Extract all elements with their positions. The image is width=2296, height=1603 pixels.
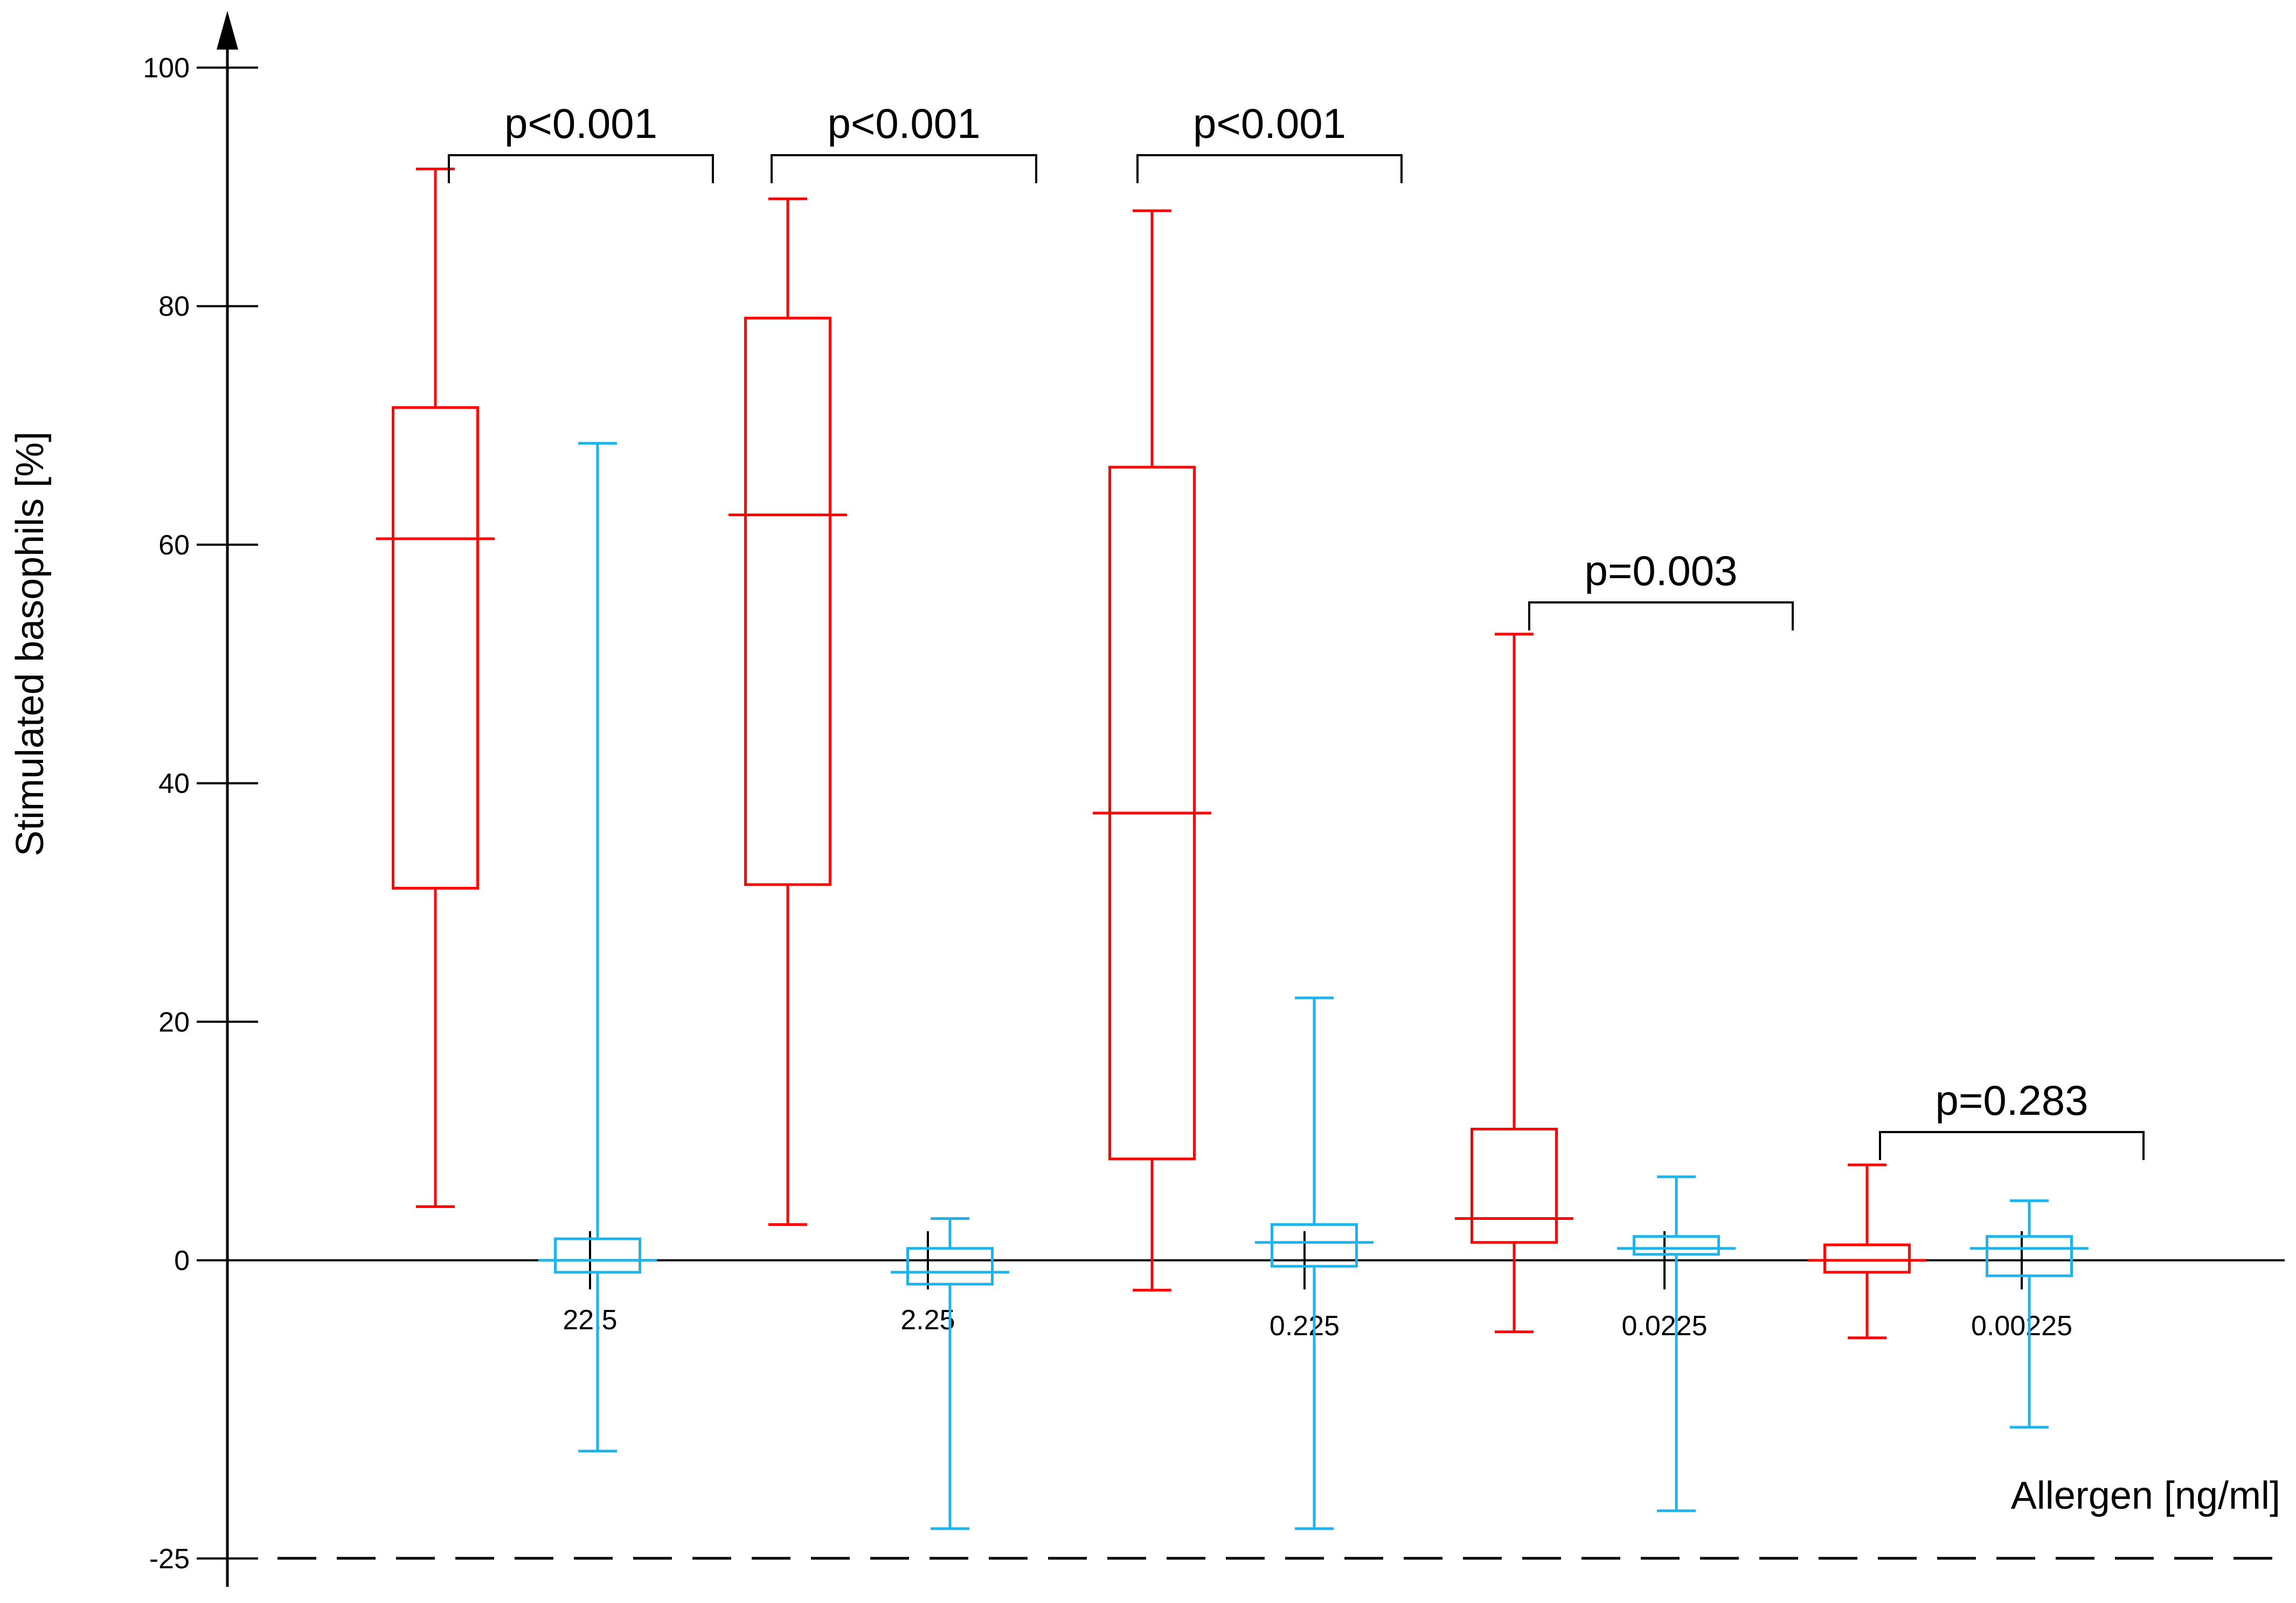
box-iqr [906, 1247, 994, 1286]
p-value-label: p=0.003 [1584, 547, 1737, 594]
box-2-1 [538, 442, 657, 1453]
y-tick-label: 20 [158, 1007, 190, 1038]
box-iqr [1470, 1128, 1558, 1244]
box-1-5 [1808, 1163, 1926, 1340]
significance-bracket [771, 154, 1037, 183]
box-1-3 [1093, 209, 1211, 1292]
significance-bracket [1136, 154, 1403, 183]
y-tick-label: 80 [158, 291, 190, 322]
p-value-label: p<0.001 [827, 100, 980, 147]
category-label: 2.25 [900, 1304, 955, 1336]
box-2-3 [1255, 996, 1374, 1530]
y-tick-label: 0 [174, 1245, 190, 1276]
p-value-label: p<0.001 [1193, 100, 1346, 147]
y-tick-label: 60 [158, 530, 190, 561]
box-2-4 [1617, 1175, 1736, 1512]
category-label: 0.00225 [1971, 1310, 2072, 1342]
p-value-label: p<0.001 [504, 100, 657, 147]
category-label: 0.0225 [1621, 1310, 1707, 1342]
box-iqr [1823, 1243, 1911, 1274]
p-value-label: p=0.283 [1935, 1077, 2088, 1124]
category-label: 22.5 [563, 1304, 617, 1336]
box-iqr [554, 1237, 641, 1274]
significance-bracket [1879, 1131, 2145, 1160]
y-tick-label: -25 [149, 1543, 190, 1574]
box-iqr [392, 406, 479, 890]
box-iqr [1633, 1235, 1720, 1256]
box-1-1 [376, 168, 495, 1208]
box-iqr [1986, 1235, 2073, 1278]
box-1-2 [729, 197, 847, 1226]
box-1-4 [1455, 633, 1573, 1334]
box-2-2 [891, 1217, 1009, 1530]
y-axis-arrow-icon [217, 11, 238, 50]
category-label: 0.225 [1270, 1310, 1340, 1342]
box-groups [376, 168, 2089, 1530]
y-tick-label: 100 [143, 53, 190, 84]
significance-brackets: p<0.001 p<0.001 p<0.001 p=0.003 p=0.283 [448, 100, 2145, 1160]
box-iqr [1271, 1223, 1358, 1268]
box-iqr [744, 316, 831, 886]
category-ticks: 22.5 2.25 0.225 0.0225 0.00225 [563, 1231, 2072, 1342]
box-2-5 [1970, 1199, 2089, 1429]
y-ticks: 100 80 60 40 20 0 -25 [143, 53, 258, 1574]
y-tick-label: 40 [158, 768, 190, 800]
y-axis-title: Stimulated basophils [%] [9, 432, 52, 856]
significance-bracket [448, 154, 714, 183]
x-axis-title: Allergen [ng/ml] [2011, 1474, 2280, 1517]
axes [217, 11, 2285, 1587]
significance-bracket [1528, 601, 1794, 630]
